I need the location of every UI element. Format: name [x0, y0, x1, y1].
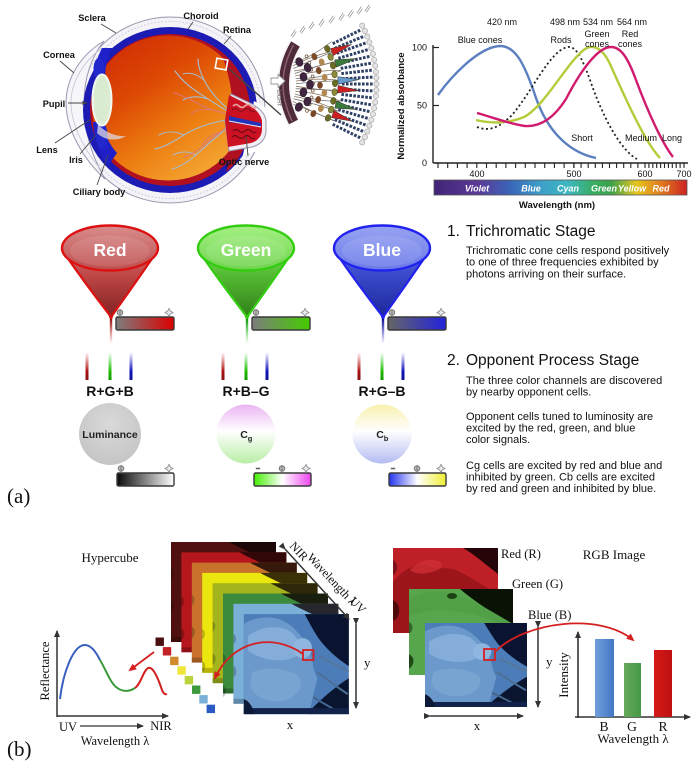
svg-text:(b): (b): [7, 737, 32, 761]
svg-text:Hypercube: Hypercube: [81, 550, 138, 565]
svg-text:Lens: Lens: [36, 145, 57, 155]
svg-text:Cornea: Cornea: [43, 50, 76, 60]
svg-text:Blue: Blue: [363, 240, 401, 260]
svg-text:Normalized absorbance: Normalized absorbance: [396, 52, 407, 159]
svg-text:Blue (B): Blue (B): [528, 608, 571, 622]
svg-text:B: B: [599, 719, 608, 734]
svg-text:inhibited by green. Cb cells a: inhibited by green. Cb cells are excited: [466, 472, 655, 484]
svg-text:Wavelength λ: Wavelength λ: [81, 734, 150, 748]
svg-text:400: 400: [469, 169, 484, 179]
svg-text:564 nm: 564 nm: [617, 17, 647, 27]
svg-text:Trichromatic Stage: Trichromatic Stage: [466, 223, 596, 240]
svg-text:LIGHT: LIGHT: [275, 90, 282, 107]
svg-text:498 nm: 498 nm: [550, 17, 580, 27]
svg-text:0: 0: [422, 158, 427, 168]
svg-text:b: b: [384, 434, 389, 443]
svg-text:Red: Red: [622, 29, 639, 39]
svg-text:by red and green and inhibited: by red and green and inhibited by blue.: [466, 483, 656, 495]
svg-text:Yellow: Yellow: [618, 184, 647, 194]
svg-text:(a): (a): [7, 484, 30, 508]
svg-text:Red (R): Red (R): [501, 547, 541, 561]
svg-text:Reflectance: Reflectance: [38, 641, 52, 700]
svg-text:Rods: Rods: [550, 35, 572, 45]
svg-text:RGB Image: RGB Image: [583, 547, 646, 562]
svg-text:Iris: Iris: [69, 155, 83, 165]
svg-text:1.: 1.: [447, 223, 460, 240]
svg-text:cones: cones: [618, 39, 643, 49]
svg-text:Luminance: Luminance: [82, 429, 138, 441]
svg-text:color signals.: color signals.: [466, 434, 530, 446]
svg-text:Pupil: Pupil: [43, 99, 65, 109]
svg-text:R+G+B: R+G+B: [86, 383, 133, 399]
svg-text:Green: Green: [221, 240, 272, 260]
svg-text:The three color channels are d: The three color channels are discovered: [466, 375, 662, 387]
svg-text:600: 600: [637, 169, 652, 179]
svg-text:Wavelength λ: Wavelength λ: [597, 731, 669, 746]
svg-text:Choroid: Choroid: [183, 11, 218, 21]
svg-text:cones: cones: [585, 39, 610, 49]
svg-text:x: x: [474, 718, 481, 733]
svg-text:NIR: NIR: [150, 719, 172, 733]
svg-text:Violet: Violet: [465, 184, 490, 194]
svg-text:x: x: [287, 717, 294, 732]
svg-text:Green: Green: [591, 184, 618, 194]
svg-text:Cyan: Cyan: [557, 184, 580, 194]
svg-text:Red: Red: [652, 184, 670, 194]
svg-text:Ciliary body: Ciliary body: [73, 187, 126, 197]
svg-text:C: C: [376, 429, 384, 441]
svg-text:700: 700: [676, 169, 691, 179]
svg-text:to one of three frequencies ex: to one of three frequencies exhibited by: [466, 257, 659, 269]
svg-text:420 nm: 420 nm: [487, 17, 517, 27]
svg-text:Optic nerve: Optic nerve: [219, 157, 270, 167]
svg-text:Green: Green: [584, 29, 609, 39]
svg-text:Long: Long: [662, 133, 682, 143]
svg-text:Short: Short: [571, 133, 593, 143]
svg-text:photons arriving on their surf: photons arriving on their surface.: [466, 268, 626, 280]
svg-text:Retina: Retina: [223, 25, 252, 35]
svg-text:R+G–B: R+G–B: [358, 383, 405, 399]
svg-text:Trichromatic cone cells respon: Trichromatic cone cells respond positive…: [466, 245, 670, 257]
svg-text:Green (G): Green (G): [512, 577, 563, 591]
svg-text:Medium: Medium: [625, 133, 657, 143]
svg-text:y: y: [364, 655, 371, 670]
svg-text:Wavelength (nm): Wavelength (nm): [519, 200, 595, 211]
svg-text:Blue: Blue: [521, 184, 541, 194]
svg-text:g: g: [248, 434, 253, 443]
svg-text:Red: Red: [93, 240, 126, 260]
svg-text:100: 100: [412, 43, 427, 53]
svg-text:50: 50: [417, 101, 427, 111]
svg-text:534 nm: 534 nm: [583, 17, 613, 27]
svg-text:500: 500: [566, 169, 581, 179]
svg-text:C: C: [240, 429, 248, 441]
svg-text:by nearby opponent cells.: by nearby opponent cells.: [466, 387, 591, 399]
svg-text:Sclera: Sclera: [78, 13, 106, 23]
svg-text:R+B–G: R+B–G: [222, 383, 269, 399]
svg-text:y: y: [546, 654, 553, 669]
svg-text:Opponent cells tuned to lumino: Opponent cells tuned to luminosity are: [466, 411, 653, 423]
svg-text:UV: UV: [59, 720, 77, 734]
svg-text:Cg cells are excited by red an: Cg cells are excited by red and blue and: [466, 460, 662, 472]
svg-text:Opponent Process Stage: Opponent Process Stage: [466, 352, 639, 369]
svg-text:2.: 2.: [447, 352, 460, 369]
svg-text:excited by the red, green, and: excited by the red, green, and blue: [466, 423, 635, 435]
svg-text:G: G: [627, 719, 637, 734]
svg-text:R: R: [658, 719, 667, 734]
svg-text:Blue cones: Blue cones: [458, 35, 503, 45]
svg-text:Intensity: Intensity: [556, 652, 571, 698]
